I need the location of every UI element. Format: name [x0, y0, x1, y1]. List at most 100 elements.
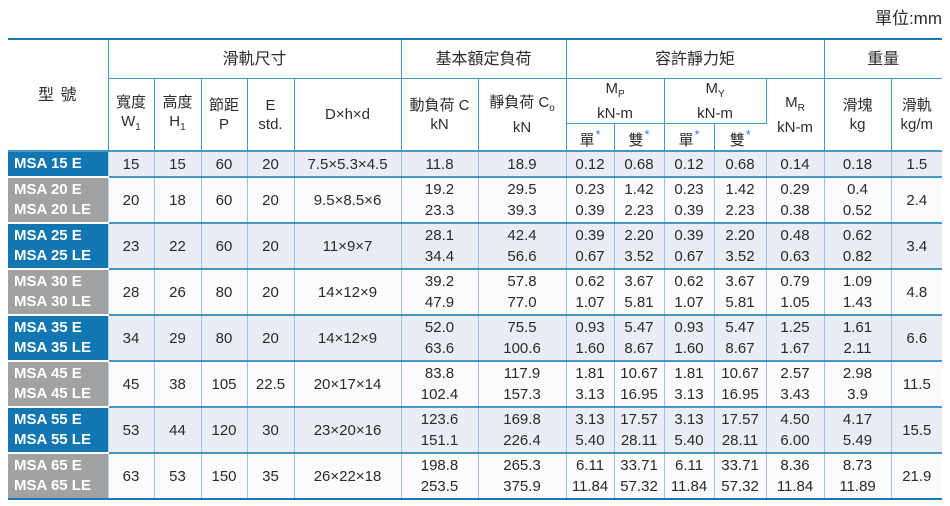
cell-w1: 34 [108, 314, 155, 361]
col-header-my: MY kN-m [664, 78, 767, 124]
dynamic-load-title: 動負荷 C [409, 96, 470, 114]
footnote-star-icon: * [694, 126, 700, 142]
cell-static-load: 169.8 226.4 [478, 406, 567, 453]
col-header-dhd: D×h×d [294, 78, 402, 151]
cell-mr: 0.48 0.63 [766, 222, 825, 269]
cell-my-double: 33.71 57.32 [714, 452, 767, 499]
cell-dhd: 20×17×14 [294, 360, 402, 407]
cell-rail-weight: 11.5 [891, 360, 943, 407]
row-model: MSA 20 E MSA 20 LE [8, 176, 109, 223]
cell-dhd: 14×12×9 [294, 268, 402, 315]
cell-h1: 15 [154, 150, 202, 177]
cell-block-weight: 4.17 5.49 [824, 406, 892, 453]
cell-mp-single: 0.12 [566, 150, 615, 177]
e-symbol: std. [258, 115, 283, 133]
row-model: MSA 65 E MSA 65 LE [8, 452, 109, 499]
cell-h1: 44 [154, 406, 202, 453]
row-model: MSA 30 E MSA 30 LE [8, 268, 109, 315]
double-label: 雙 [628, 131, 644, 149]
table-row-msa-15: MSA 15 E 15 15 60 20 7.5×5.3×4.5 11.8 18… [8, 150, 943, 177]
cell-mr: 0.14 [766, 150, 825, 177]
footnote-star-icon: * [745, 126, 751, 142]
cell-pitch: 80 [201, 268, 248, 315]
cell-rail-weight: 2.4 [891, 176, 943, 223]
cell-w1: 45 [108, 360, 155, 407]
footnote-star-icon: * [595, 126, 601, 142]
cell-static-load: 117.9 157.3 [478, 360, 567, 407]
cell-e: 20 [247, 150, 295, 177]
cell-mp-double: 17.57 28.11 [614, 406, 665, 453]
group-header-rail-dimensions: 滑軌尺寸 [108, 39, 402, 79]
cell-rail-weight: 15.5 [891, 406, 943, 453]
cell-pitch: 120 [201, 406, 248, 453]
cell-mp-double: 33.71 57.32 [614, 452, 665, 499]
cell-e: 20 [247, 268, 295, 315]
block-title: 滑塊 [842, 96, 873, 114]
cell-rail-weight: 1.5 [891, 150, 943, 177]
cell-mp-single: 6.11 11.84 [566, 452, 615, 499]
cell-pitch: 60 [201, 222, 248, 269]
cell-dhd: 11×9×7 [294, 222, 402, 269]
static-load-subscript: o [549, 102, 555, 114]
table-row-msa-45: MSA 45 E MSA 45 LE 45 38 105 22.5 20×17×… [8, 360, 943, 407]
cell-my-single: 3.13 5.40 [664, 406, 715, 453]
single-label: 單 [579, 131, 595, 149]
col-header-rail-weight: 滑軌 kg/m [891, 78, 943, 151]
cell-rail-weight: 6.6 [891, 314, 943, 361]
cell-my-single: 0.62 1.07 [664, 268, 715, 315]
mp-unit: kN-m [597, 105, 633, 122]
cell-dynamic-load: 198.8 253.5 [401, 452, 479, 499]
group-header-weight: 重量 [824, 39, 943, 79]
cell-w1: 28 [108, 268, 155, 315]
height-symbol: H [169, 112, 181, 130]
row-model: MSA 55 E MSA 55 LE [8, 406, 109, 453]
cell-mp-single: 0.39 0.67 [566, 222, 615, 269]
double-label: 雙 [729, 131, 745, 149]
col-header-mr: MR kN-m [766, 78, 825, 151]
cell-my-double: 10.67 16.95 [714, 360, 767, 407]
cell-static-load: 18.9 [478, 150, 567, 177]
cell-mp-double: 2.20 3.52 [614, 222, 665, 269]
mr-unit: kN-m [777, 118, 813, 136]
cell-block-weight: 8.73 11.89 [824, 452, 892, 499]
table-row-msa-25: MSA 25 E MSA 25 LE 23 22 60 20 11×9×7 28… [8, 222, 943, 269]
rail-unit: kg/m [900, 115, 934, 133]
width-subscript: 1 [135, 121, 141, 133]
cell-my-double: 1.42 2.23 [714, 176, 767, 223]
cell-my-double: 3.67 5.81 [714, 268, 767, 315]
col-header-mp-double: 雙* [614, 123, 665, 151]
cell-mp-single: 0.23 0.39 [566, 176, 615, 223]
cell-mp-double: 10.67 16.95 [614, 360, 665, 407]
e-title: E [265, 96, 276, 114]
col-header-block-weight: 滑塊 kg [824, 78, 892, 151]
cell-rail-weight: 3.4 [891, 222, 943, 269]
cell-mp-double: 0.68 [614, 150, 665, 177]
my-unit: kN-m [697, 105, 733, 122]
row-model: MSA 25 E MSA 25 LE [8, 222, 109, 269]
cell-mr: 0.79 1.05 [766, 268, 825, 315]
cell-dynamic-load: 19.2 23.3 [401, 176, 479, 223]
cell-mp-single: 0.93 1.60 [566, 314, 615, 361]
cell-dhd: 26×22×18 [294, 452, 402, 499]
single-label: 單 [678, 131, 694, 149]
cell-pitch: 60 [201, 176, 248, 223]
cell-h1: 29 [154, 314, 202, 361]
cell-mp-double: 1.42 2.23 [614, 176, 665, 223]
cell-e: 20 [247, 176, 295, 223]
cell-mr: 4.50 6.00 [766, 406, 825, 453]
col-header-pitch: 節距 P [201, 78, 248, 151]
cell-dynamic-load: 11.8 [401, 150, 479, 177]
mp-subscript: P [617, 89, 625, 100]
cell-mp-single: 3.13 5.40 [566, 406, 615, 453]
cell-e: 20 [247, 222, 295, 269]
cell-h1: 38 [154, 360, 202, 407]
cell-my-single: 1.81 3.13 [664, 360, 715, 407]
cell-w1: 23 [108, 222, 155, 269]
col-header-height: 高度 H1 [154, 78, 202, 151]
mr-symbol: M [785, 93, 798, 111]
cell-block-weight: 2.98 3.9 [824, 360, 892, 407]
cell-dynamic-load: 28.1 34.4 [401, 222, 479, 269]
